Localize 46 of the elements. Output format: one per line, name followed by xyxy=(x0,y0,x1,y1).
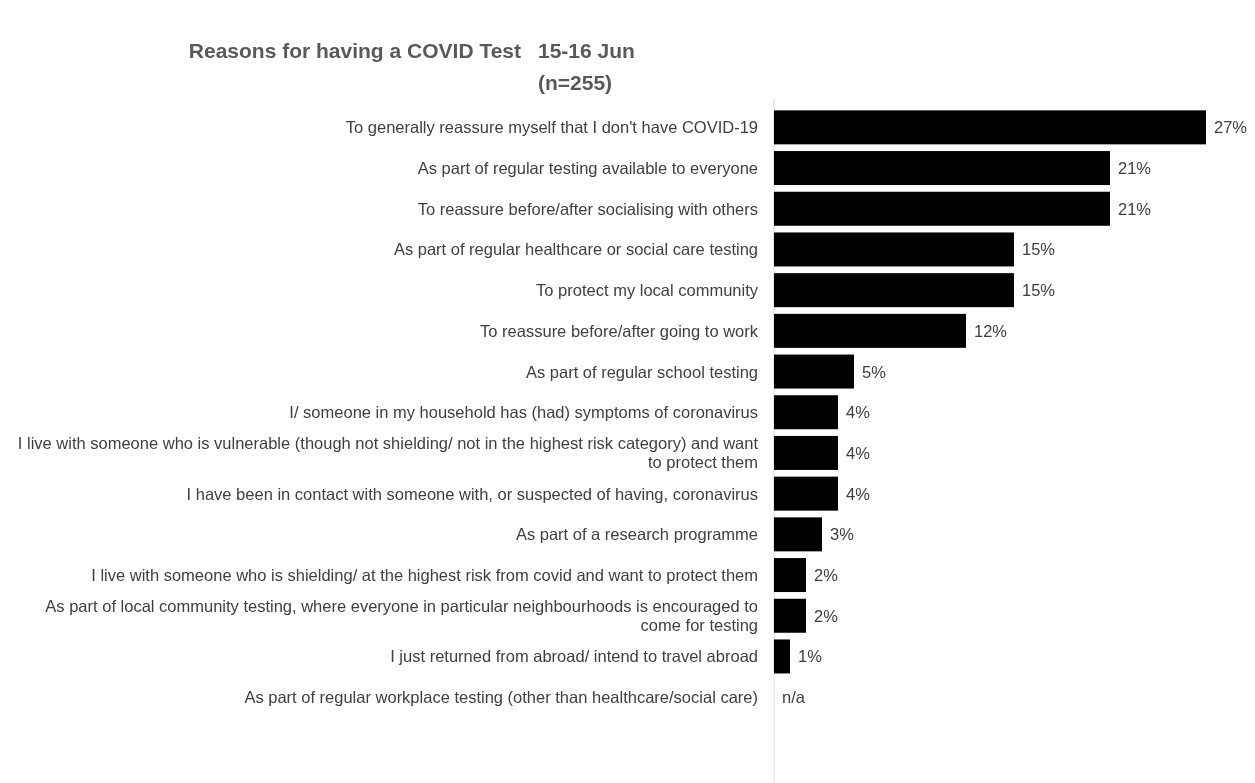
y-tick-label: As part of regular testing available to everyone xyxy=(417,159,758,178)
y-tick-label: I have been in contact with someone with, or suspected of having, coronavirus xyxy=(186,484,758,503)
bar xyxy=(774,151,1110,186)
y-tick-label: As part of regular healthcare or social care testing xyxy=(393,240,758,259)
text: Reasons for having a COVID Test xyxy=(188,39,521,62)
y-tick-label: I/ someone in my household has (had) symptoms of coronavirus xyxy=(289,403,758,422)
text: 15-16 Jun (n=255) xyxy=(538,39,635,94)
bar xyxy=(774,517,822,552)
bar xyxy=(774,476,838,511)
data-label: 4% xyxy=(846,403,871,422)
bar xyxy=(774,232,1014,267)
y-tick-label: To reassure before/after socialising with others xyxy=(417,199,758,218)
data-label: 21% xyxy=(1118,199,1152,218)
data-label: 4% xyxy=(846,443,871,462)
data-label: 12% xyxy=(974,321,1008,340)
data-label: 27% xyxy=(1214,118,1248,137)
data-label: 15% xyxy=(1022,240,1056,259)
bar xyxy=(774,558,806,593)
data-label: 3% xyxy=(830,525,855,544)
bar xyxy=(774,313,966,348)
y-tick-label: As part of regular workplace testing (other than healthcare/social care) xyxy=(244,688,758,707)
data-label: 2% xyxy=(814,566,839,585)
data-label: 21% xyxy=(1118,159,1152,178)
data-label: 1% xyxy=(798,647,823,666)
bar xyxy=(774,435,838,470)
data-label: 15% xyxy=(1022,281,1056,300)
data-label: 4% xyxy=(846,484,871,503)
y-tick-label: To protect my local community xyxy=(536,281,759,300)
y-tick-label: To generally reassure myself that I don't have COVID-19 xyxy=(345,118,758,137)
data-label: 2% xyxy=(814,606,839,625)
text: n/a xyxy=(782,688,805,707)
bar xyxy=(774,273,1014,308)
y-tick-label: I live with someone who is vulnerable (though not shielding/ not in the highest risk category) and want to protect them xyxy=(17,434,759,472)
bar xyxy=(774,191,1110,226)
bar xyxy=(774,598,806,633)
y-tick-label: As part of regular school testing xyxy=(525,362,758,381)
y-tick-label: I just returned from abroad/ intend to travel abroad xyxy=(390,647,758,666)
data-label: 5% xyxy=(862,362,887,381)
bar xyxy=(774,110,1206,145)
y-tick-label: As part of local community testing, where everyone in particular neighbourhoods is encouraged to come for testing xyxy=(45,597,758,635)
y-tick-label: As part of a research programme xyxy=(515,525,758,544)
bar xyxy=(774,639,790,674)
bar xyxy=(774,395,838,430)
bar xyxy=(774,354,854,389)
y-tick-label: I live with someone who is shielding/ at the highest risk from covid and want to protect them xyxy=(91,566,758,585)
y-tick-label: To reassure before/after going to work xyxy=(480,321,759,340)
